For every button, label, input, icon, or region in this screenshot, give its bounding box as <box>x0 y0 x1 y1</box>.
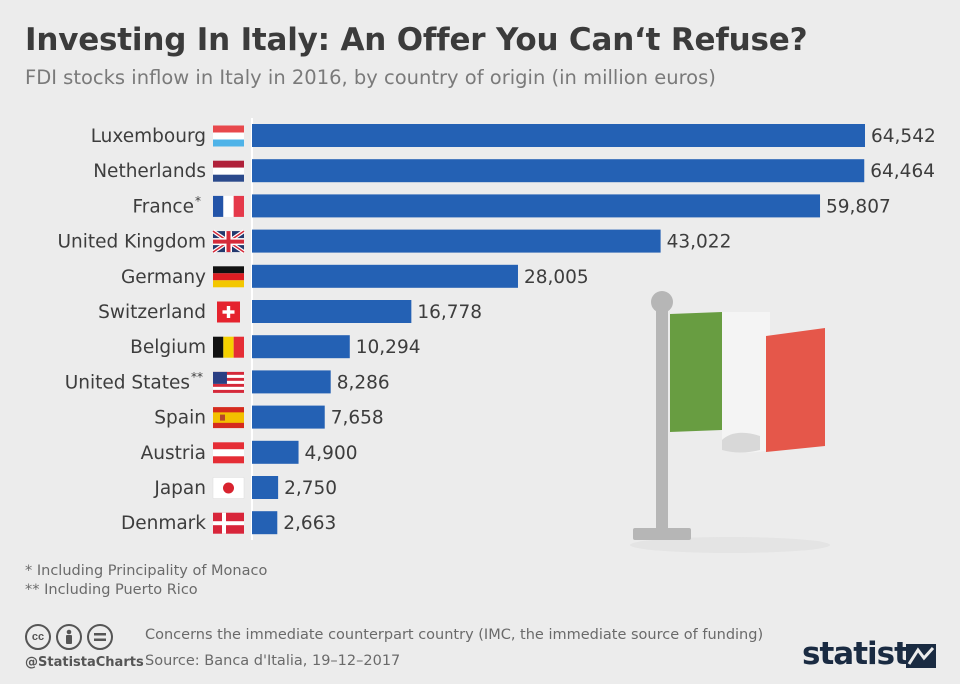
footnote-puerto-rico: ** Including Puerto Rico <box>25 582 198 598</box>
bar-luxembourg <box>252 124 865 147</box>
value-label: 2,750 <box>284 478 337 499</box>
statista-mark-icon <box>906 644 936 668</box>
footer-methodology: Concerns the immediate counterpart count… <box>145 627 764 643</box>
footer-source: Source: Banca d'Italia, 19–12–2017 <box>145 653 401 669</box>
nd-icon <box>87 624 113 650</box>
footnote-monaco: * Including Principality of Monaco <box>25 563 268 579</box>
value-label: 10,294 <box>356 337 421 358</box>
license-icons: cc <box>25 624 113 650</box>
denmark-flag-icon <box>213 512 244 534</box>
by-icon <box>56 624 82 650</box>
bar-switzerland <box>252 300 412 323</box>
italy-flag-illustration <box>630 291 830 553</box>
value-label: 28,005 <box>524 267 589 288</box>
value-label: 59,807 <box>826 196 891 217</box>
category-label: Netherlands <box>93 161 206 182</box>
category-label: United States <box>65 372 190 393</box>
category-label: Luxembourg <box>91 126 206 147</box>
germany-flag-icon <box>213 266 244 288</box>
category-label: Spain <box>154 408 206 429</box>
value-label: 64,542 <box>871 126 936 147</box>
usa-flag-icon <box>213 371 244 393</box>
chart-title: Investing In Italy: An Offer You Can‘t R… <box>25 22 808 58</box>
category-footnote-mark: * <box>195 194 201 208</box>
bar-netherlands <box>252 159 865 183</box>
spain-flag-icon <box>213 407 244 429</box>
bar-denmark <box>252 511 278 535</box>
chart-subtitle: FDI stocks inflow in Italy in 2016, by c… <box>25 66 716 89</box>
belgium-flag-icon <box>213 336 244 358</box>
category-footnote-mark: ** <box>191 370 203 384</box>
value-label: 64,464 <box>870 161 935 182</box>
value-label: 43,022 <box>667 232 732 253</box>
bar-chart: 64,542 Luxembourg 64,464 Netherlands 59,807 F… <box>57 118 936 553</box>
category-label: Switzerland <box>98 302 206 323</box>
switzerland-flag-icon <box>217 301 240 323</box>
bars-group: 64,542 Luxembourg 64,464 Netherlands 59,807 F… <box>58 118 936 540</box>
category-label: Japan <box>153 478 206 499</box>
cc-icon: cc <box>25 624 51 650</box>
japan-flag-icon <box>212 477 245 499</box>
france-flag-icon <box>213 195 244 217</box>
uk-flag-icon <box>211 229 246 254</box>
value-label: 2,663 <box>283 513 336 534</box>
category-label: Belgium <box>130 337 206 358</box>
austria-flag-icon <box>213 442 244 464</box>
bar-japan <box>252 476 279 499</box>
category-label: Austria <box>141 443 206 464</box>
category-label: Germany <box>121 267 206 288</box>
value-label: 8,286 <box>337 372 390 393</box>
bar-belgium <box>252 335 350 359</box>
value-label: 16,778 <box>417 302 482 323</box>
twitter-handle[interactable]: @StatistaCharts <box>25 655 144 670</box>
value-label: 4,900 <box>305 443 358 464</box>
bar-united-states <box>252 370 331 394</box>
value-label: 7,658 <box>331 408 384 429</box>
bar-spain <box>252 405 325 429</box>
bar-united-kingdom <box>252 229 661 253</box>
bar-france <box>252 194 821 218</box>
bar-germany <box>252 264 518 288</box>
category-label: France <box>132 196 194 217</box>
netherlands-flag-icon <box>213 160 244 182</box>
category-label: Denmark <box>121 513 206 534</box>
luxembourg-flag-icon <box>213 125 244 147</box>
category-label: United Kingdom <box>58 232 207 253</box>
bar-austria <box>252 440 299 464</box>
